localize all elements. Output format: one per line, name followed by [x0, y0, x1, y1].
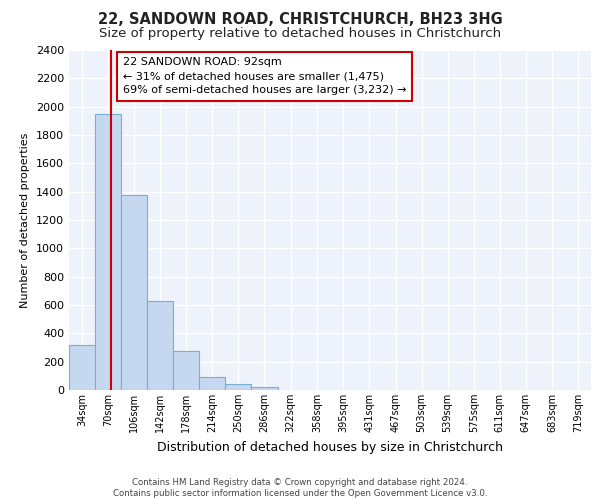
- Text: 22 SANDOWN ROAD: 92sqm
← 31% of detached houses are smaller (1,475)
69% of semi-: 22 SANDOWN ROAD: 92sqm ← 31% of detached…: [122, 57, 406, 95]
- Bar: [173, 351, 199, 390]
- Bar: [121, 194, 147, 390]
- Bar: [95, 114, 121, 390]
- Text: 22, SANDOWN ROAD, CHRISTCHURCH, BH23 3HG: 22, SANDOWN ROAD, CHRISTCHURCH, BH23 3HG: [98, 12, 502, 28]
- Y-axis label: Number of detached properties: Number of detached properties: [20, 132, 31, 308]
- Bar: [199, 376, 226, 390]
- Bar: [147, 300, 173, 390]
- Bar: [69, 344, 95, 390]
- Bar: [251, 387, 278, 390]
- Bar: [226, 384, 251, 390]
- X-axis label: Distribution of detached houses by size in Christchurch: Distribution of detached houses by size …: [157, 440, 503, 454]
- Text: Contains HM Land Registry data © Crown copyright and database right 2024.
Contai: Contains HM Land Registry data © Crown c…: [113, 478, 487, 498]
- Text: Size of property relative to detached houses in Christchurch: Size of property relative to detached ho…: [99, 28, 501, 40]
